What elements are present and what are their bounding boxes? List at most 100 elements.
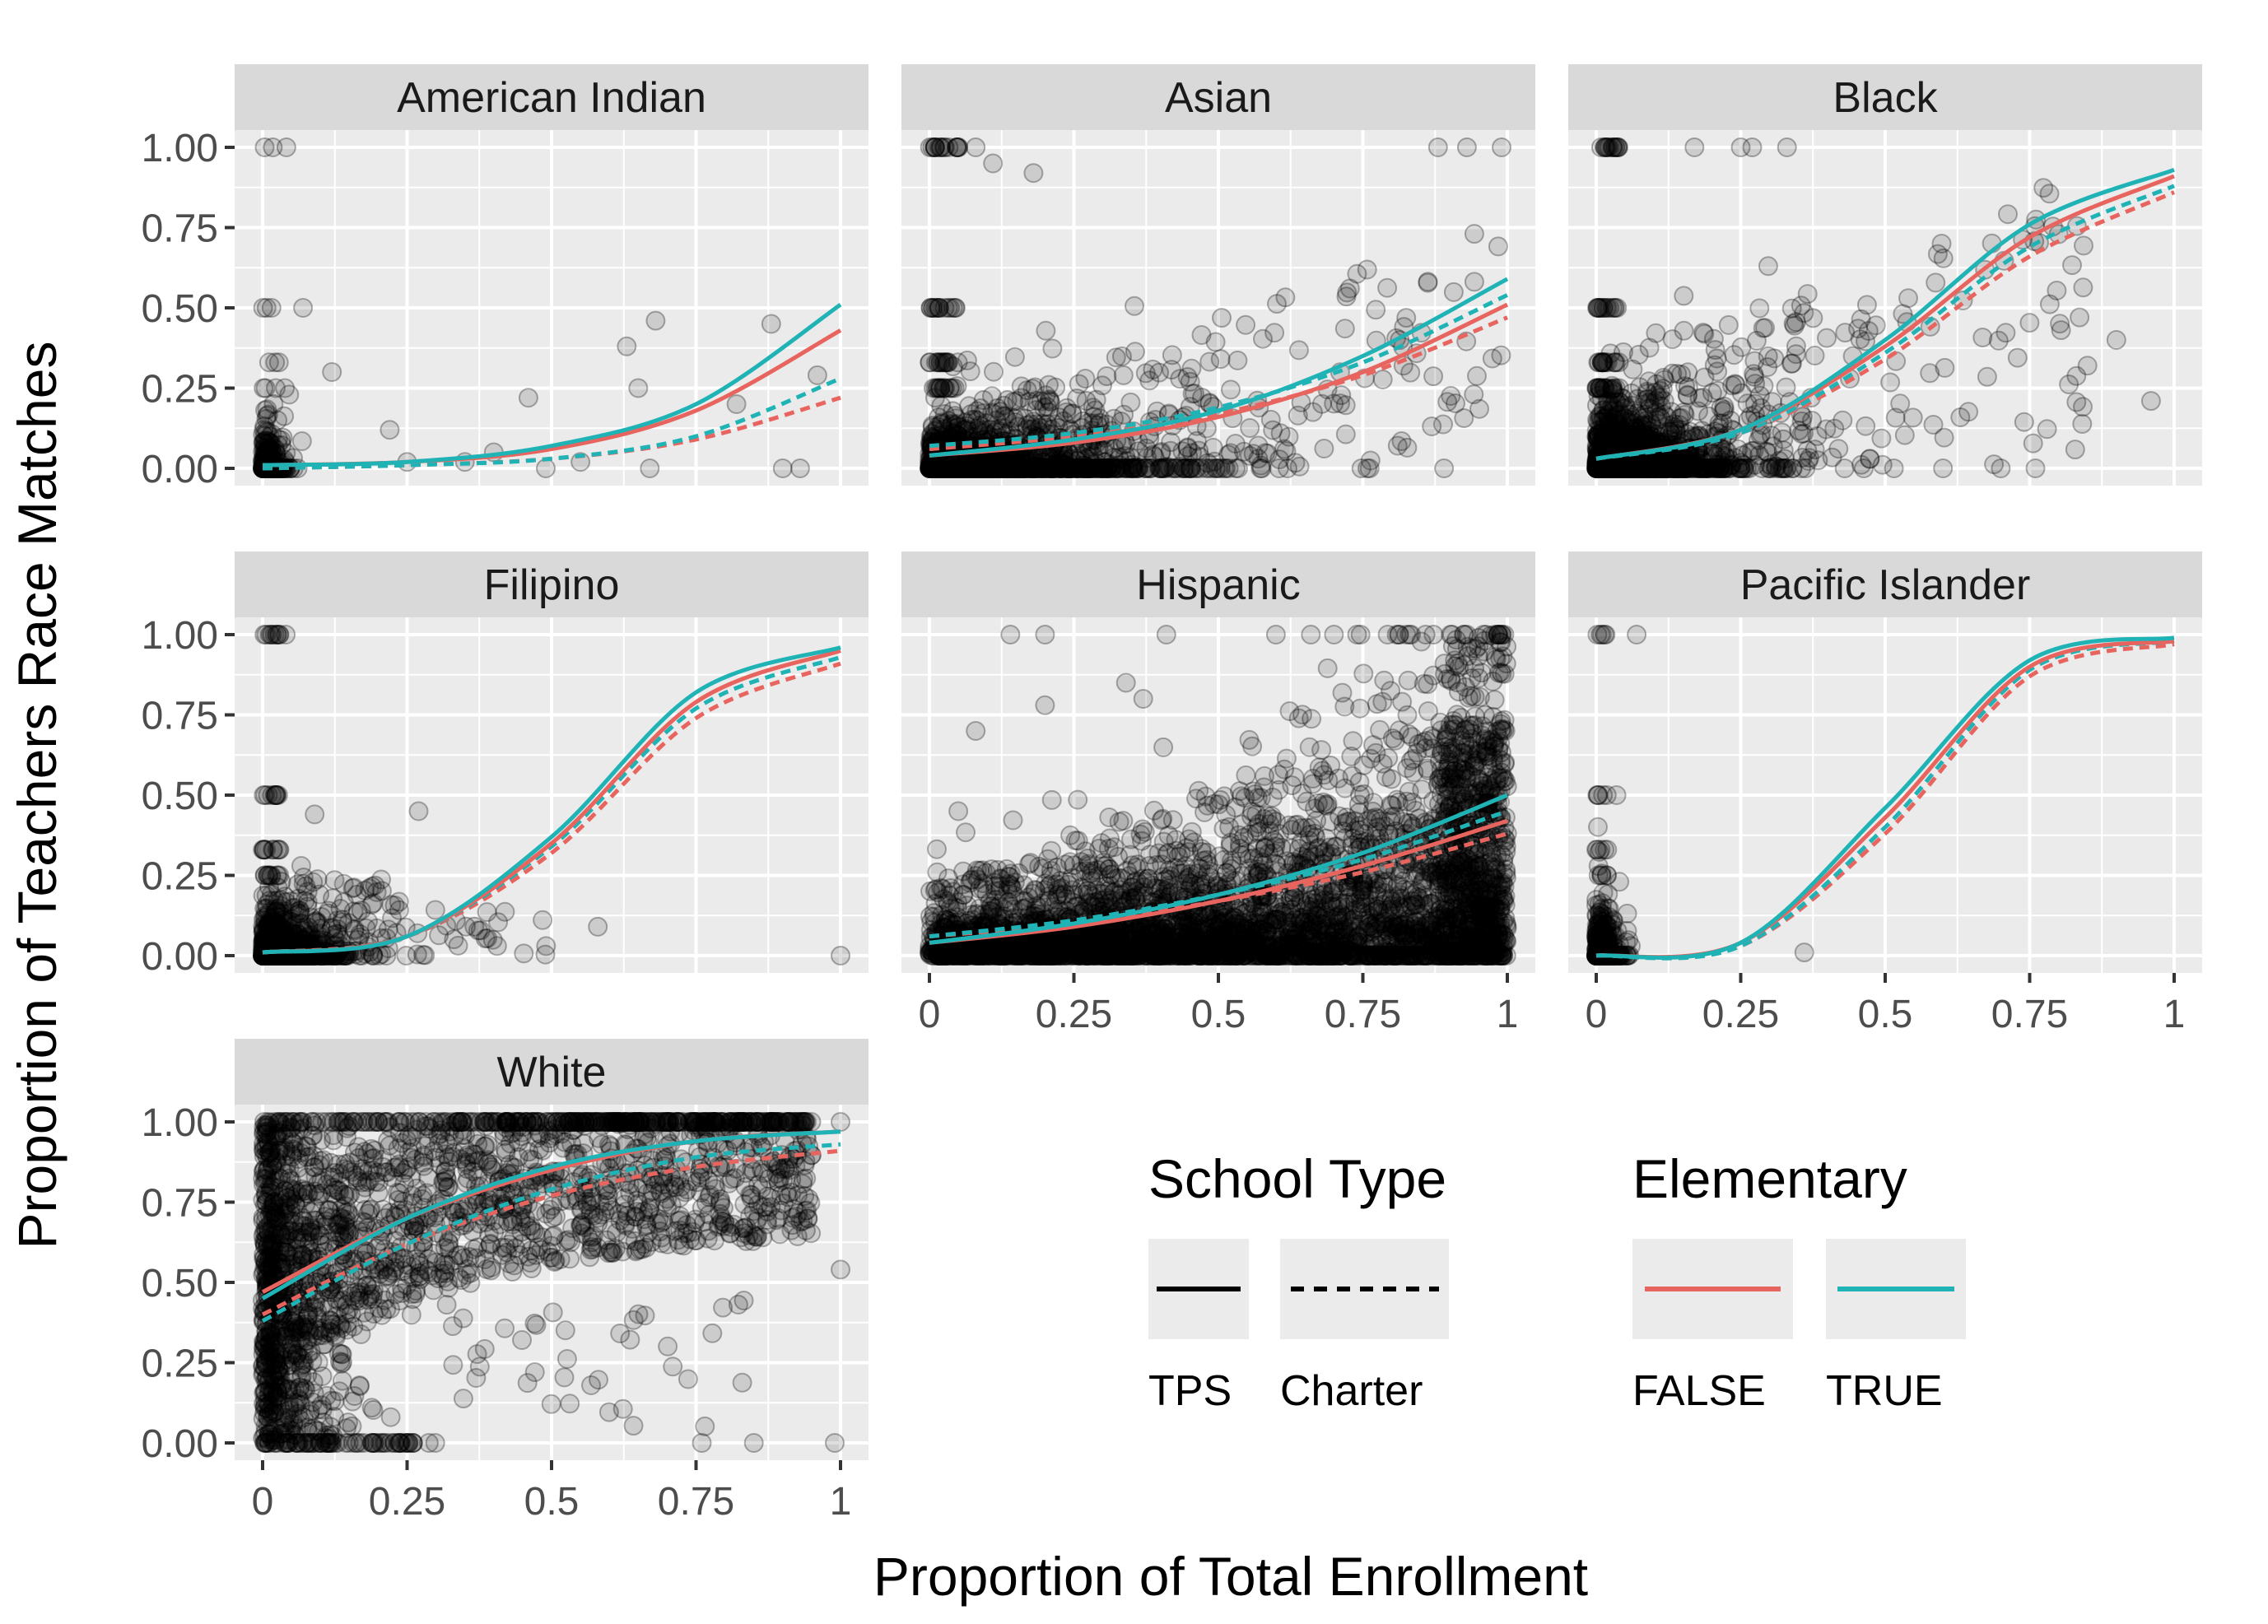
- data-point: [1493, 138, 1511, 156]
- data-point: [306, 913, 324, 931]
- data-point: [324, 889, 342, 907]
- data-point: [1024, 164, 1042, 182]
- data-point: [1008, 392, 1027, 410]
- y-tick-label: 0.50: [142, 287, 218, 331]
- data-point: [2009, 349, 2027, 367]
- data-point: [617, 337, 636, 356]
- data-point: [1275, 440, 1293, 458]
- facet-label-hispanic: Hispanic: [1136, 561, 1300, 609]
- data-point: [1754, 319, 1772, 337]
- data-point: [267, 379, 285, 398]
- data-point: [1179, 447, 1197, 465]
- facet-label-filipino: Filipino: [484, 561, 620, 609]
- data-point: [1304, 403, 1322, 421]
- data-point: [1896, 426, 1914, 444]
- data-point: [410, 803, 428, 821]
- data-point: [983, 403, 1001, 421]
- data-point: [263, 299, 281, 317]
- data-point: [1441, 387, 1460, 405]
- data-point: [2063, 256, 2081, 274]
- data-point: [2038, 420, 2056, 438]
- data-point: [949, 138, 967, 156]
- data-point: [1690, 458, 1708, 476]
- data-point: [1619, 457, 1637, 475]
- data-point: [363, 896, 381, 914]
- data-point: [1121, 393, 1139, 412]
- data-point: [1696, 369, 1714, 387]
- data-point: [380, 421, 398, 439]
- y-tick-label: 0.00: [142, 448, 218, 491]
- data-point: [1934, 459, 1952, 477]
- data-point: [1744, 138, 1762, 156]
- data-point: [2027, 459, 2045, 477]
- data-point: [1833, 412, 1851, 430]
- data-point: [2107, 331, 2126, 349]
- data-point: [277, 138, 296, 156]
- data-point: [1429, 138, 1447, 156]
- data-point: [267, 900, 285, 918]
- data-point: [1809, 427, 1827, 445]
- y-tick-label: 0.25: [142, 368, 218, 412]
- data-point: [1935, 359, 1954, 377]
- data-point: [1111, 456, 1129, 474]
- data-point: [921, 353, 939, 371]
- data-point: [1241, 419, 1259, 437]
- data-point: [1362, 452, 1380, 470]
- data-point: [1935, 429, 1954, 447]
- data-point: [1996, 323, 2014, 342]
- data-point: [1720, 316, 1738, 334]
- data-point: [426, 901, 445, 919]
- data-point: [2079, 356, 2097, 375]
- data-point: [2060, 375, 2078, 393]
- y-tick-label: 0.50: [142, 775, 218, 818]
- data-point: [1336, 319, 1354, 337]
- data-point: [1656, 371, 1674, 389]
- data-point: [1040, 403, 1058, 421]
- data-point: [268, 840, 286, 859]
- facet-panel-asian: Asian: [901, 64, 1535, 486]
- data-point: [1715, 459, 1733, 477]
- data-point: [1899, 289, 1917, 307]
- data-point: [1424, 367, 1442, 385]
- data-point: [1057, 403, 1075, 421]
- y-tick-label: 0.00: [142, 935, 218, 979]
- data-point: [1851, 330, 1870, 348]
- data-point: [445, 930, 463, 948]
- facet-panel-black: Black: [1568, 64, 2202, 486]
- data-point: [1887, 409, 1905, 427]
- data-point: [1026, 379, 1044, 397]
- data-point: [1043, 340, 1061, 358]
- data-point: [1764, 437, 1782, 455]
- y-tick-label: 1.00: [142, 614, 218, 658]
- data-point: [1470, 400, 1488, 418]
- data-point: [537, 459, 555, 477]
- data-point: [1171, 370, 1189, 388]
- data-point: [985, 363, 1003, 381]
- data-point: [1115, 366, 1133, 384]
- data-point: [1315, 440, 1333, 458]
- data-point: [537, 946, 555, 964]
- data-point: [2015, 413, 2033, 431]
- facet-label-asian: Asian: [1165, 74, 1272, 122]
- data-point: [2047, 282, 2065, 300]
- data-point: [1374, 370, 1392, 389]
- data-point: [1423, 417, 1441, 435]
- data-point: [1337, 426, 1355, 444]
- data-point: [1767, 459, 1785, 477]
- data-point: [762, 315, 780, 333]
- data-point: [831, 947, 850, 965]
- data-point: [294, 299, 312, 317]
- data-point: [1492, 347, 1510, 365]
- data-point: [2142, 392, 2160, 410]
- data-point: [277, 626, 295, 644]
- data-point: [1818, 329, 1836, 347]
- data-point: [1759, 257, 1777, 275]
- data-point: [323, 363, 341, 381]
- data-point: [960, 397, 978, 415]
- data-point: [1107, 348, 1125, 366]
- data-point: [1778, 138, 1796, 156]
- data-point: [1787, 337, 1805, 356]
- data-point: [1675, 322, 1693, 340]
- data-point: [1714, 414, 1732, 432]
